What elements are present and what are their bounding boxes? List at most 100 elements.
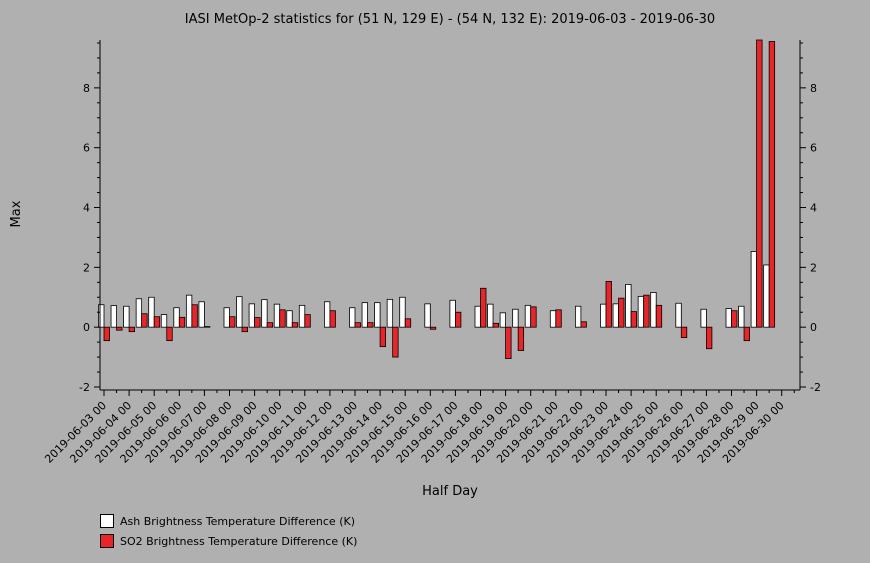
- so2-bar: [454, 311, 462, 328]
- so2-bar: [116, 326, 123, 331]
- ash-bar: [612, 303, 619, 328]
- legend-swatch-ash: [100, 514, 114, 528]
- ash-bar: [600, 303, 607, 328]
- ash-bar: [386, 298, 394, 328]
- so2-bar: [279, 309, 286, 328]
- y-tick-label-right: -2: [810, 381, 821, 394]
- so2-bar: [178, 316, 186, 328]
- y-tick-label-left: -2: [79, 381, 90, 394]
- so2-bar: [605, 281, 612, 328]
- ash-bar: [700, 308, 707, 328]
- ash-bar: [349, 307, 356, 328]
- so2-bar: [580, 321, 587, 328]
- ash-bar: [474, 305, 481, 328]
- so2-bar: [743, 326, 750, 342]
- ash-bar: [248, 303, 256, 328]
- ash-bar: [148, 296, 155, 328]
- so2-bar: [505, 326, 512, 359]
- so2-bar: [367, 322, 374, 328]
- ash-bar: [135, 298, 143, 328]
- so2-bar: [680, 326, 688, 339]
- ash-bar: [512, 308, 519, 328]
- so2-bar: [392, 326, 399, 358]
- so2-bar: [191, 304, 198, 328]
- ash-bar: [675, 302, 682, 328]
- so2-bar: [768, 41, 776, 328]
- ash-bar: [399, 296, 406, 328]
- ash-bar: [763, 264, 770, 328]
- ash-bar: [198, 301, 205, 328]
- ash-bar: [374, 302, 381, 328]
- ash-bar: [173, 307, 180, 328]
- y-tick-label-right: 8: [810, 82, 817, 95]
- so2-bar: [291, 322, 299, 328]
- so2-bar: [492, 322, 499, 328]
- so2-bar: [530, 306, 537, 328]
- so2-bar: [555, 309, 562, 328]
- y-tick-label-left: 4: [83, 202, 90, 215]
- y-tick-label-right: 2: [810, 261, 817, 274]
- y-tick-label-right: 0: [810, 321, 817, 334]
- so2-bar: [241, 326, 248, 333]
- so2-bar: [329, 310, 336, 328]
- so2-bar: [166, 326, 173, 342]
- so2-bar: [304, 314, 311, 328]
- ash-bar: [273, 303, 281, 328]
- ash-bar: [223, 307, 230, 328]
- so2-bar: [354, 322, 361, 328]
- so2-bar: [379, 326, 387, 348]
- ash-bar: [424, 303, 431, 328]
- so2-bar: [756, 39, 763, 328]
- ash-bar: [98, 304, 105, 328]
- so2-bar: [266, 322, 274, 328]
- ash-bar: [650, 292, 657, 328]
- ash-bar: [123, 305, 130, 328]
- so2-bar: [229, 316, 236, 328]
- so2-bar: [706, 326, 713, 350]
- ash-bar: [549, 310, 557, 328]
- ash-bar: [298, 304, 306, 328]
- ash-bar: [738, 305, 745, 328]
- ash-bar: [487, 303, 494, 328]
- ash-bar: [499, 312, 507, 328]
- ash-bar: [323, 301, 331, 328]
- so2-bar: [643, 294, 650, 328]
- y-tick-label-right: 6: [810, 142, 817, 155]
- ash-bar: [261, 299, 268, 328]
- so2-bar: [141, 313, 148, 328]
- legend-item-so2: SO2 Brightness Temperature Difference (K…: [100, 533, 357, 549]
- x-axis-label: Half Day: [422, 484, 478, 499]
- so2-bar: [103, 326, 110, 342]
- ash-bar: [110, 305, 117, 328]
- ash-bar: [575, 305, 582, 328]
- ash-bar: [286, 310, 293, 328]
- ash-bar: [236, 296, 243, 328]
- so2-bar: [254, 317, 261, 328]
- legend-item-ash: Ash Brightness Temperature Difference (K…: [100, 513, 355, 529]
- ash-bar: [725, 308, 732, 328]
- so2-bar: [618, 297, 625, 328]
- so2-bar: [203, 326, 211, 328]
- ash-bar: [160, 314, 168, 328]
- ash-bar: [524, 304, 532, 328]
- legend-label-ash: Ash Brightness Temperature Difference (K…: [120, 514, 355, 528]
- y-axis-label: Max: [9, 200, 24, 227]
- y-tick-label-left: 2: [83, 261, 90, 274]
- y-tick-label-left: 6: [83, 142, 90, 155]
- ash-bar: [185, 294, 193, 328]
- ash-bar: [449, 299, 456, 328]
- so2-bar: [731, 310, 738, 328]
- ash-bar: [361, 302, 368, 328]
- legend-swatch-so2: [100, 534, 114, 548]
- so2-bar: [128, 326, 136, 333]
- ash-bar: [637, 295, 645, 328]
- legend-label-so2: SO2 Brightness Temperature Difference (K…: [120, 534, 358, 548]
- so2-bar: [429, 326, 437, 330]
- chart-title: IASI MetOp-2 statistics for (51 N, 129 E…: [185, 12, 715, 27]
- y-tick-label-left: 8: [83, 82, 90, 95]
- ash-bar: [625, 283, 632, 328]
- so2-bar: [404, 318, 412, 328]
- bars-group: [98, 39, 776, 359]
